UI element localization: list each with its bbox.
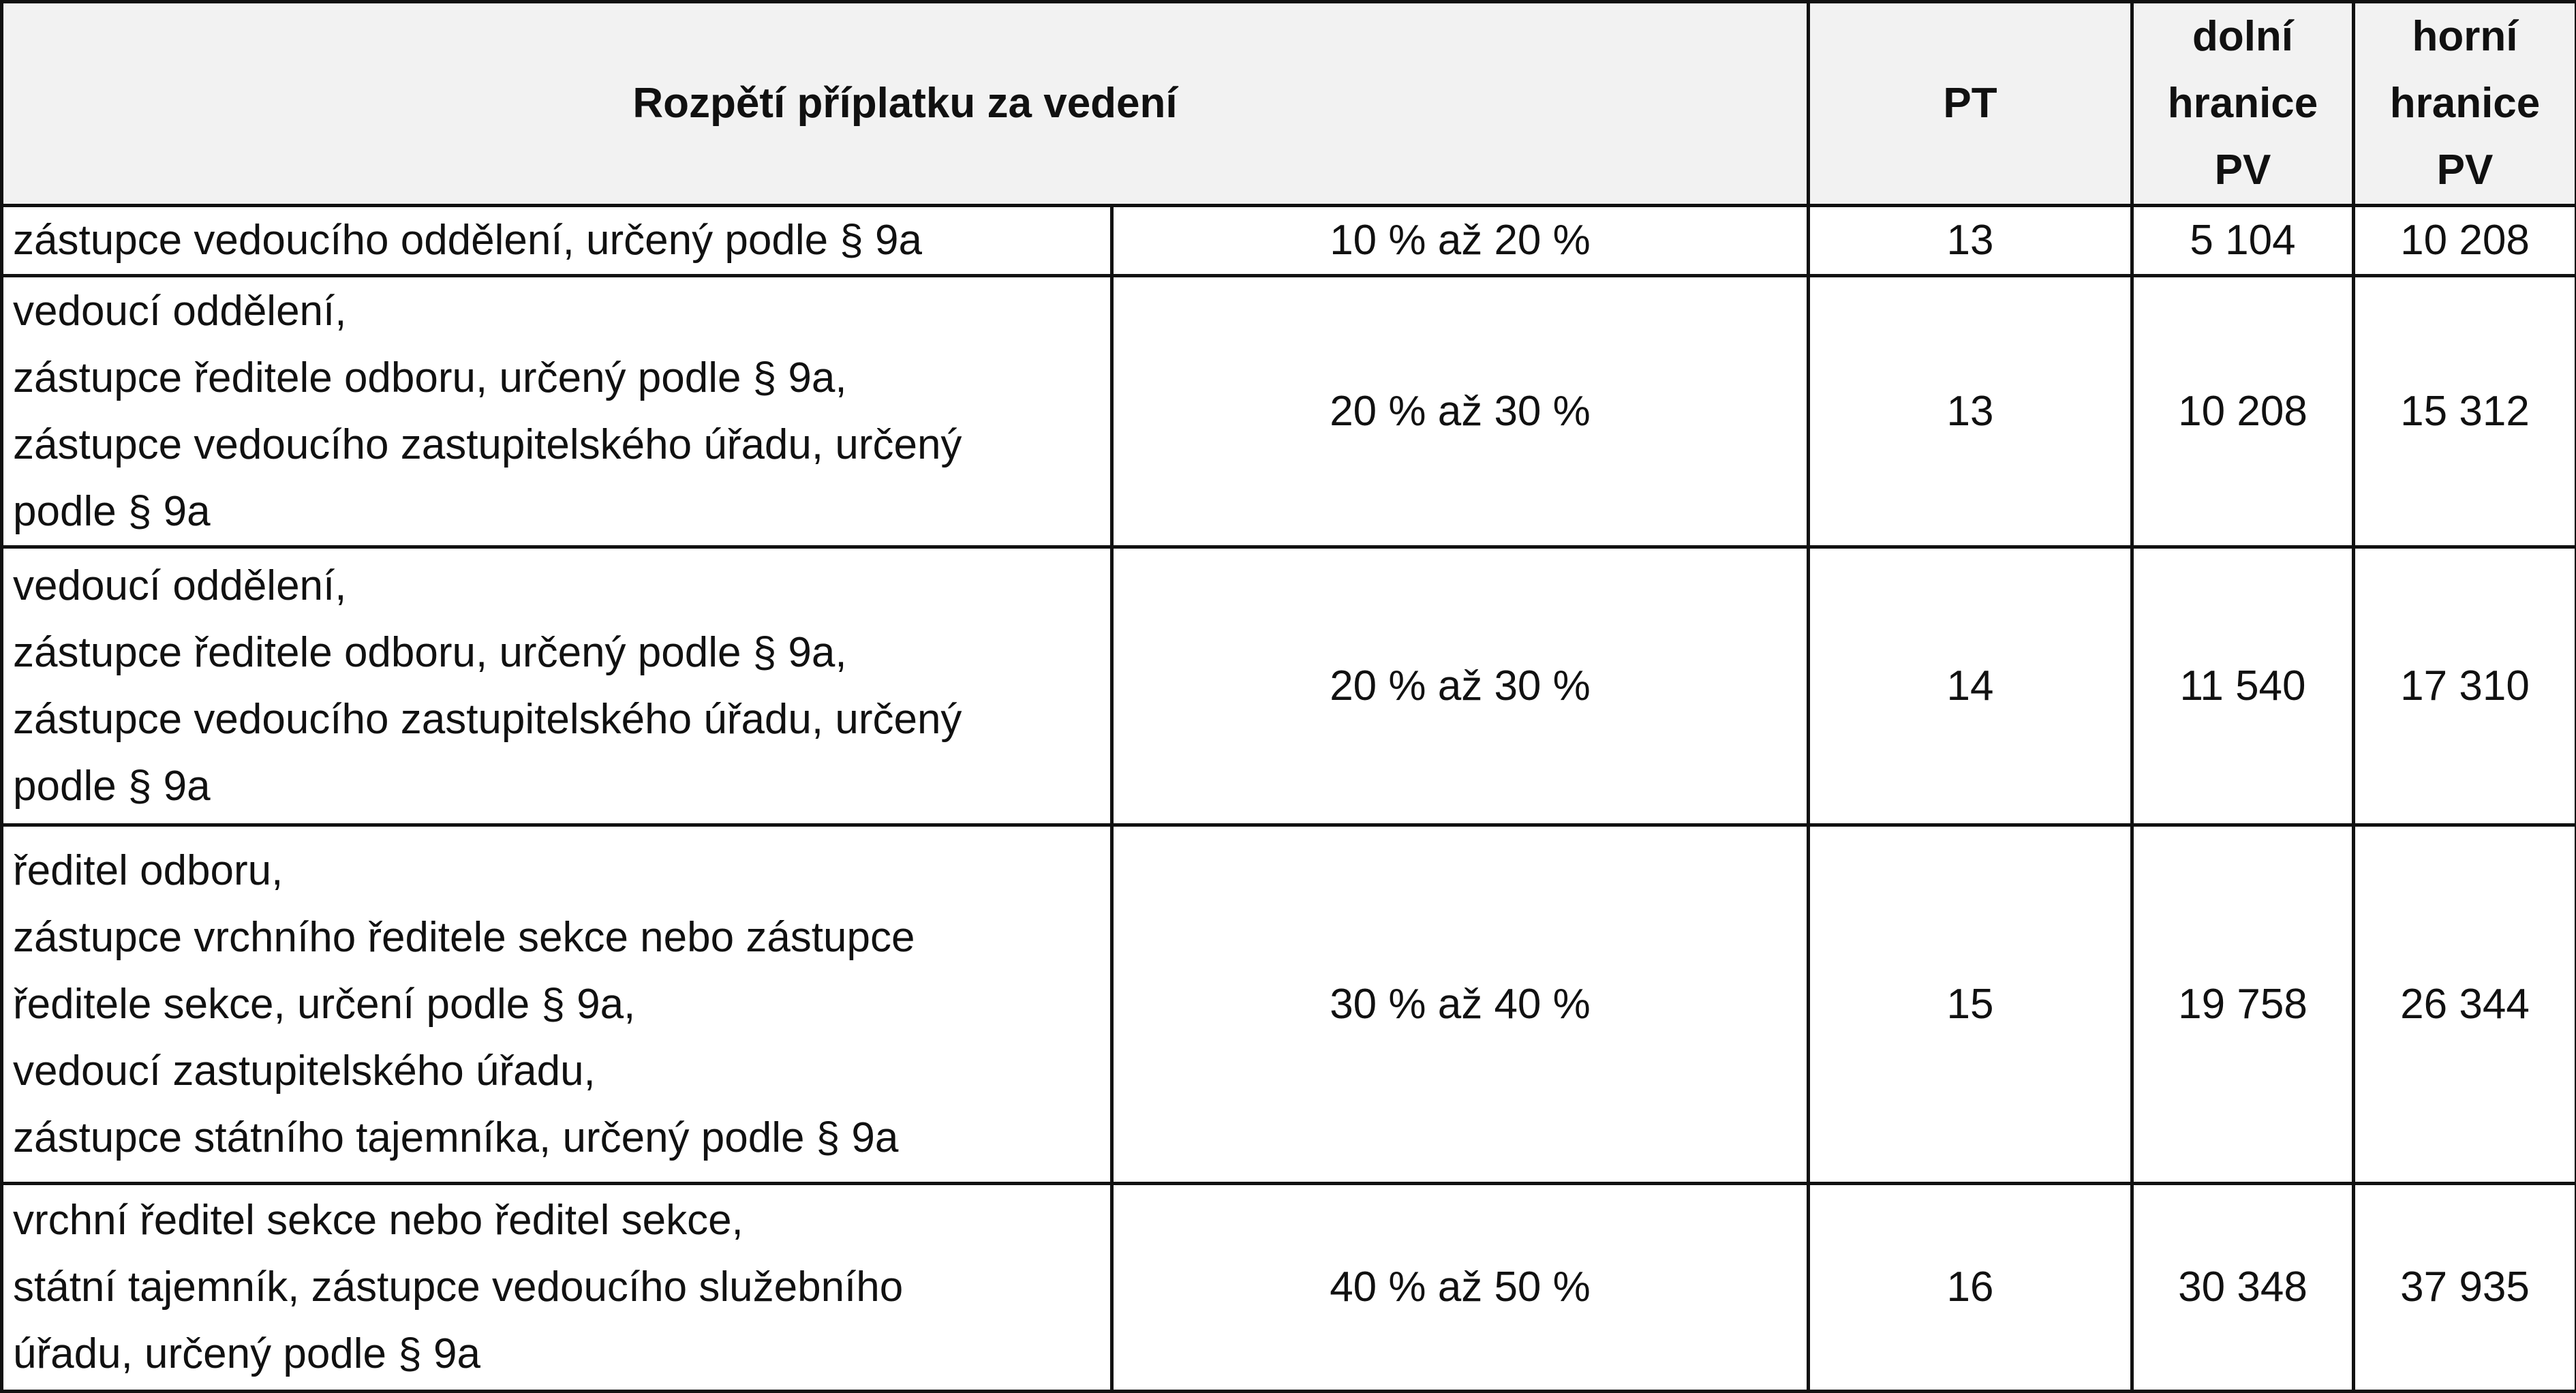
position-line: ředitele sekce, určení podle § 9a,	[13, 971, 1103, 1038]
range-cell: 40 % až 50 %	[1112, 1184, 1809, 1392]
pt-cell: 13	[1809, 206, 2132, 276]
position-line: zástupce vrchního ředitele sekce nebo zá…	[13, 904, 1103, 971]
table-row: vrchní ředitel sekce nebo ředitel sekce,…	[2, 1184, 2576, 1392]
upper-limit-cell: 10 208	[2354, 206, 2576, 276]
upper-limit-cell: 26 344	[2354, 825, 2576, 1184]
lower-limit-cell: 30 348	[2132, 1184, 2354, 1392]
position-line: zástupce vedoucího zastupitelského úřadu…	[13, 686, 1103, 753]
table-row: vedoucí oddělení, zástupce ředitele odbo…	[2, 547, 2576, 825]
position-line: vedoucí oddělení,	[13, 553, 1103, 619]
position-line: zástupce státního tajemníka, určený podl…	[13, 1105, 1103, 1172]
position-line: zástupce vedoucího oddělení, určený podl…	[13, 207, 1103, 274]
lower-limit-cell: 10 208	[2132, 276, 2354, 547]
pt-cell: 14	[1809, 547, 2132, 825]
position-line: zástupce ředitele odboru, určený podle §…	[13, 345, 1103, 412]
position-cell: zástupce vedoucího oddělení, určený podl…	[2, 206, 1112, 276]
upper-limit-cell: 17 310	[2354, 547, 2576, 825]
header-lower-line-1: dolní	[2134, 3, 2352, 70]
position-line: zástupce vedoucího zastupitelského úřadu…	[13, 412, 1103, 478]
pt-cell: 13	[1809, 276, 2132, 547]
position-cell: ředitel odboru, zástupce vrchního ředite…	[2, 825, 1112, 1184]
position-cell: vedoucí oddělení, zástupce ředitele odbo…	[2, 276, 1112, 547]
position-line: ředitel odboru,	[13, 838, 1103, 904]
position-line: vedoucí oddělení,	[13, 278, 1103, 345]
position-line: státní tajemník, zástupce vedoucího služ…	[13, 1254, 1103, 1321]
header-upper-line-2: hranice	[2355, 70, 2575, 137]
pt-cell: 16	[1809, 1184, 2132, 1392]
range-cell: 30 % až 40 %	[1112, 825, 1809, 1184]
header-lower-line-3: PV	[2134, 137, 2352, 204]
position-cell: vedoucí oddělení, zástupce ředitele odbo…	[2, 547, 1112, 825]
position-cell: vrchní ředitel sekce nebo ředitel sekce,…	[2, 1184, 1112, 1392]
header-range-title: Rozpětí příplatku za vedení	[2, 2, 1809, 206]
header-upper-line-3: PV	[2355, 137, 2575, 204]
position-line: vedoucí zastupitelského úřadu,	[13, 1038, 1103, 1105]
header-upper-limit: horní hranice PV	[2354, 2, 2576, 206]
header-row: Rozpětí příplatku za vedení PT dolní hra…	[2, 2, 2576, 206]
position-line: úřadu, určený podle § 9a	[13, 1321, 1103, 1388]
position-line: zástupce ředitele odboru, určený podle §…	[13, 619, 1103, 686]
pt-cell: 15	[1809, 825, 2132, 1184]
position-line: podle § 9a	[13, 753, 1103, 820]
table-row: zástupce vedoucího oddělení, určený podl…	[2, 206, 2576, 276]
table-row: vedoucí oddělení, zástupce ředitele odbo…	[2, 276, 2576, 547]
lower-limit-cell: 5 104	[2132, 206, 2354, 276]
table-row: ředitel odboru, zástupce vrchního ředite…	[2, 825, 2576, 1184]
header-pt: PT	[1809, 2, 2132, 206]
lower-limit-cell: 19 758	[2132, 825, 2354, 1184]
lower-limit-cell: 11 540	[2132, 547, 2354, 825]
range-cell: 10 % až 20 %	[1112, 206, 1809, 276]
position-line: vrchní ředitel sekce nebo ředitel sekce,	[13, 1187, 1103, 1254]
header-lower-line-2: hranice	[2134, 70, 2352, 137]
range-cell: 20 % až 30 %	[1112, 276, 1809, 547]
upper-limit-cell: 37 935	[2354, 1184, 2576, 1392]
header-lower-limit: dolní hranice PV	[2132, 2, 2354, 206]
range-cell: 20 % až 30 %	[1112, 547, 1809, 825]
header-upper-line-1: horní	[2355, 3, 2575, 70]
upper-limit-cell: 15 312	[2354, 276, 2576, 547]
position-line: podle § 9a	[13, 478, 1103, 545]
